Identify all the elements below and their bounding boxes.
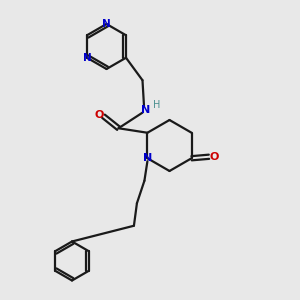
Text: N: N <box>141 105 150 115</box>
Text: N: N <box>102 19 111 29</box>
Text: H: H <box>153 100 161 110</box>
Text: O: O <box>94 110 104 120</box>
Text: N: N <box>143 153 152 163</box>
Text: O: O <box>209 152 218 162</box>
Text: N: N <box>82 53 91 63</box>
